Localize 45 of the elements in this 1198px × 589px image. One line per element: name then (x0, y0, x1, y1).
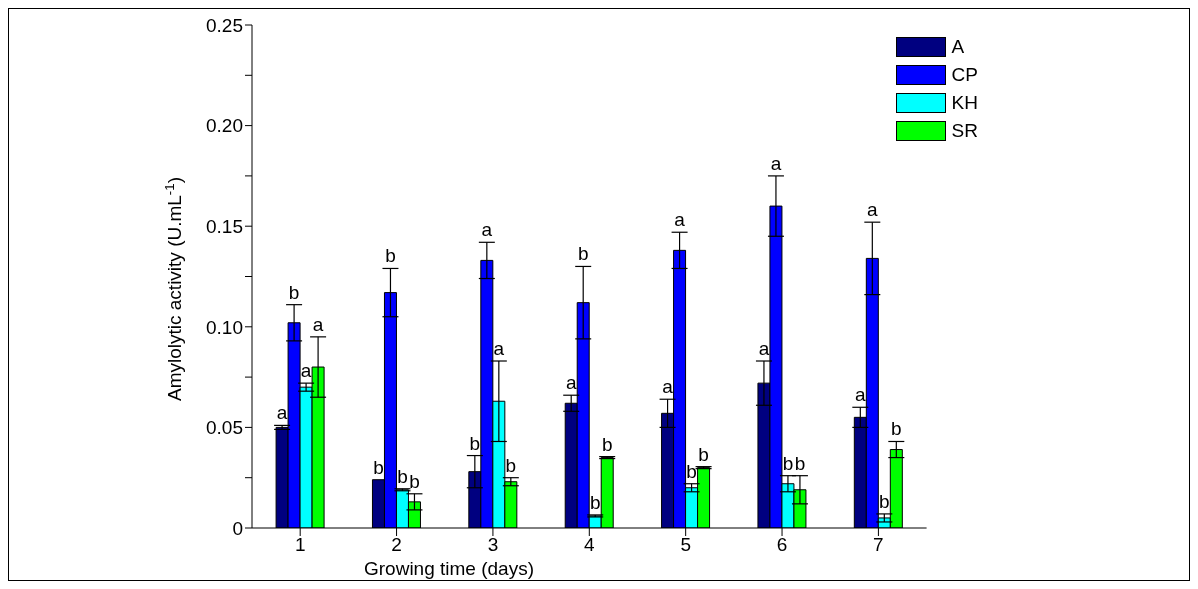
data-label: b (589, 491, 601, 513)
x-tick-label: 2 (391, 534, 402, 556)
data-label: a (312, 313, 324, 335)
data-label: b (891, 418, 902, 440)
data-label: b (879, 490, 890, 512)
x-tick-label: 7 (873, 534, 884, 556)
x-axis-title: Growing time (days) (364, 558, 534, 579)
data-label: b (794, 452, 806, 474)
data-label: a (493, 338, 505, 359)
y-tick-label: 0.25 (206, 14, 243, 36)
data-label: a (565, 372, 577, 394)
data-label: b (288, 281, 300, 303)
data-label: b (601, 433, 613, 455)
x-tick-label: 3 (487, 534, 499, 556)
data-label: a (481, 219, 493, 241)
data-label: a (855, 384, 867, 406)
y-tick-label: 0.05 (206, 417, 243, 439)
data-label: b (698, 443, 709, 465)
x-tick-label: 1 (294, 534, 306, 556)
data-label: b (397, 465, 408, 487)
x-tick-label: 6 (776, 534, 788, 556)
data-label: b (409, 470, 420, 492)
data-label: a (770, 152, 782, 174)
data-label: b (686, 460, 697, 482)
data-label: b (782, 452, 794, 474)
y-tick-label: 0.15 (206, 215, 243, 237)
data-label: b (385, 245, 396, 267)
data-label: a (867, 199, 879, 221)
data-label: b (373, 456, 384, 478)
legend-label: A (951, 36, 965, 58)
data-label: b (505, 454, 517, 476)
legend-label: SR (951, 120, 978, 142)
data-label: a (300, 360, 312, 382)
y-tick-label: 0 (232, 517, 243, 539)
legend-label: KH (951, 92, 978, 114)
data-label: a (674, 209, 686, 231)
y-tick-label: 0.20 (206, 115, 243, 137)
x-tick-label: 4 (584, 534, 596, 556)
legend-label: CP (951, 64, 978, 86)
data-label: b (469, 432, 481, 454)
y-tick-label: 0.10 (206, 316, 243, 338)
data-label: a (276, 402, 288, 424)
x-tick-label: 5 (680, 534, 691, 556)
data-label: a (662, 376, 674, 398)
data-label: b (577, 243, 589, 265)
